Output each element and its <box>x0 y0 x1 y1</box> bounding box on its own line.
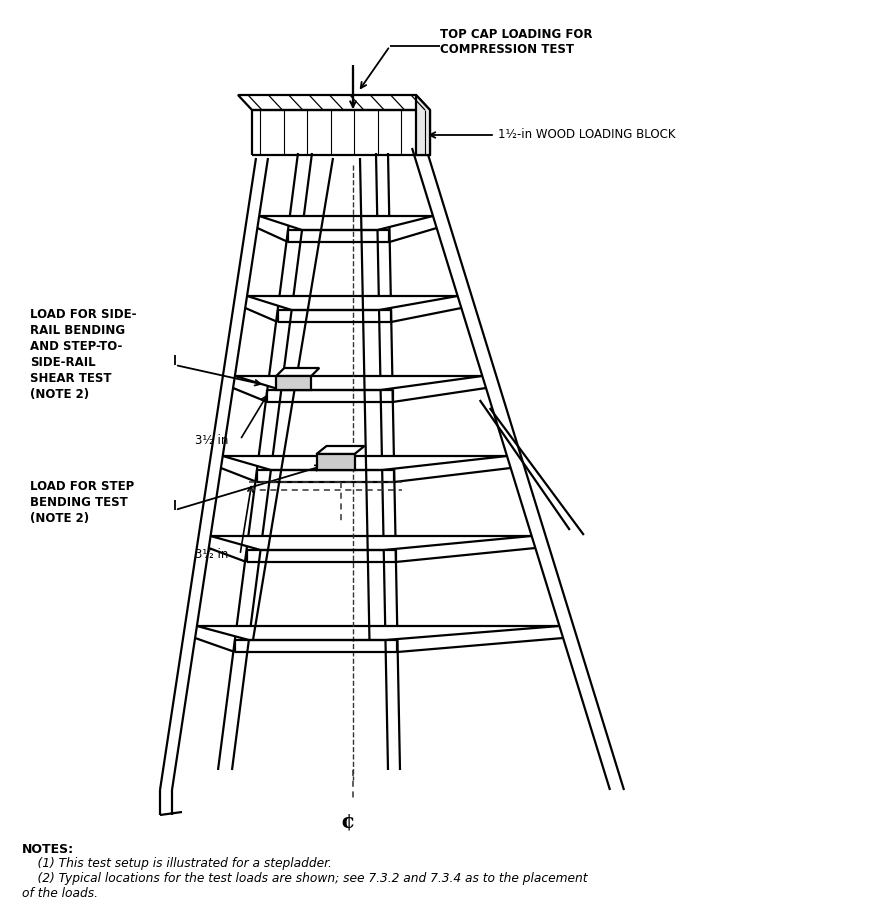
Polygon shape <box>259 216 433 230</box>
Polygon shape <box>317 446 365 454</box>
Polygon shape <box>416 95 430 155</box>
Text: TOP CAP LOADING FOR
COMPRESSION TEST: TOP CAP LOADING FOR COMPRESSION TEST <box>440 28 593 56</box>
Text: 3½ in: 3½ in <box>195 548 229 562</box>
Polygon shape <box>235 376 482 390</box>
Polygon shape <box>197 626 560 640</box>
Polygon shape <box>210 536 532 550</box>
Text: (2) Typical locations for the test loads are shown; see 7.3.2 and 7.3.4 as to th: (2) Typical locations for the test loads… <box>22 872 588 900</box>
Polygon shape <box>238 95 430 110</box>
Polygon shape <box>223 456 507 470</box>
Text: LOAD FOR STEP
BENDING TEST
(NOTE 2): LOAD FOR STEP BENDING TEST (NOTE 2) <box>30 480 134 525</box>
Text: (1) This test setup is illustrated for a stepladder.: (1) This test setup is illustrated for a… <box>22 857 332 870</box>
Text: ¢: ¢ <box>340 812 355 832</box>
Polygon shape <box>276 376 312 390</box>
Text: 3½ in: 3½ in <box>195 434 229 446</box>
Polygon shape <box>247 296 457 310</box>
Text: NOTES:: NOTES: <box>22 843 74 856</box>
Text: LOAD FOR SIDE-
RAIL BENDING
AND STEP-TO-
SIDE-RAIL
SHEAR TEST
(NOTE 2): LOAD FOR SIDE- RAIL BENDING AND STEP-TO-… <box>30 308 136 401</box>
Text: 1½-in WOOD LOADING BLOCK: 1½-in WOOD LOADING BLOCK <box>498 128 676 142</box>
Polygon shape <box>276 368 320 376</box>
Polygon shape <box>317 454 354 470</box>
